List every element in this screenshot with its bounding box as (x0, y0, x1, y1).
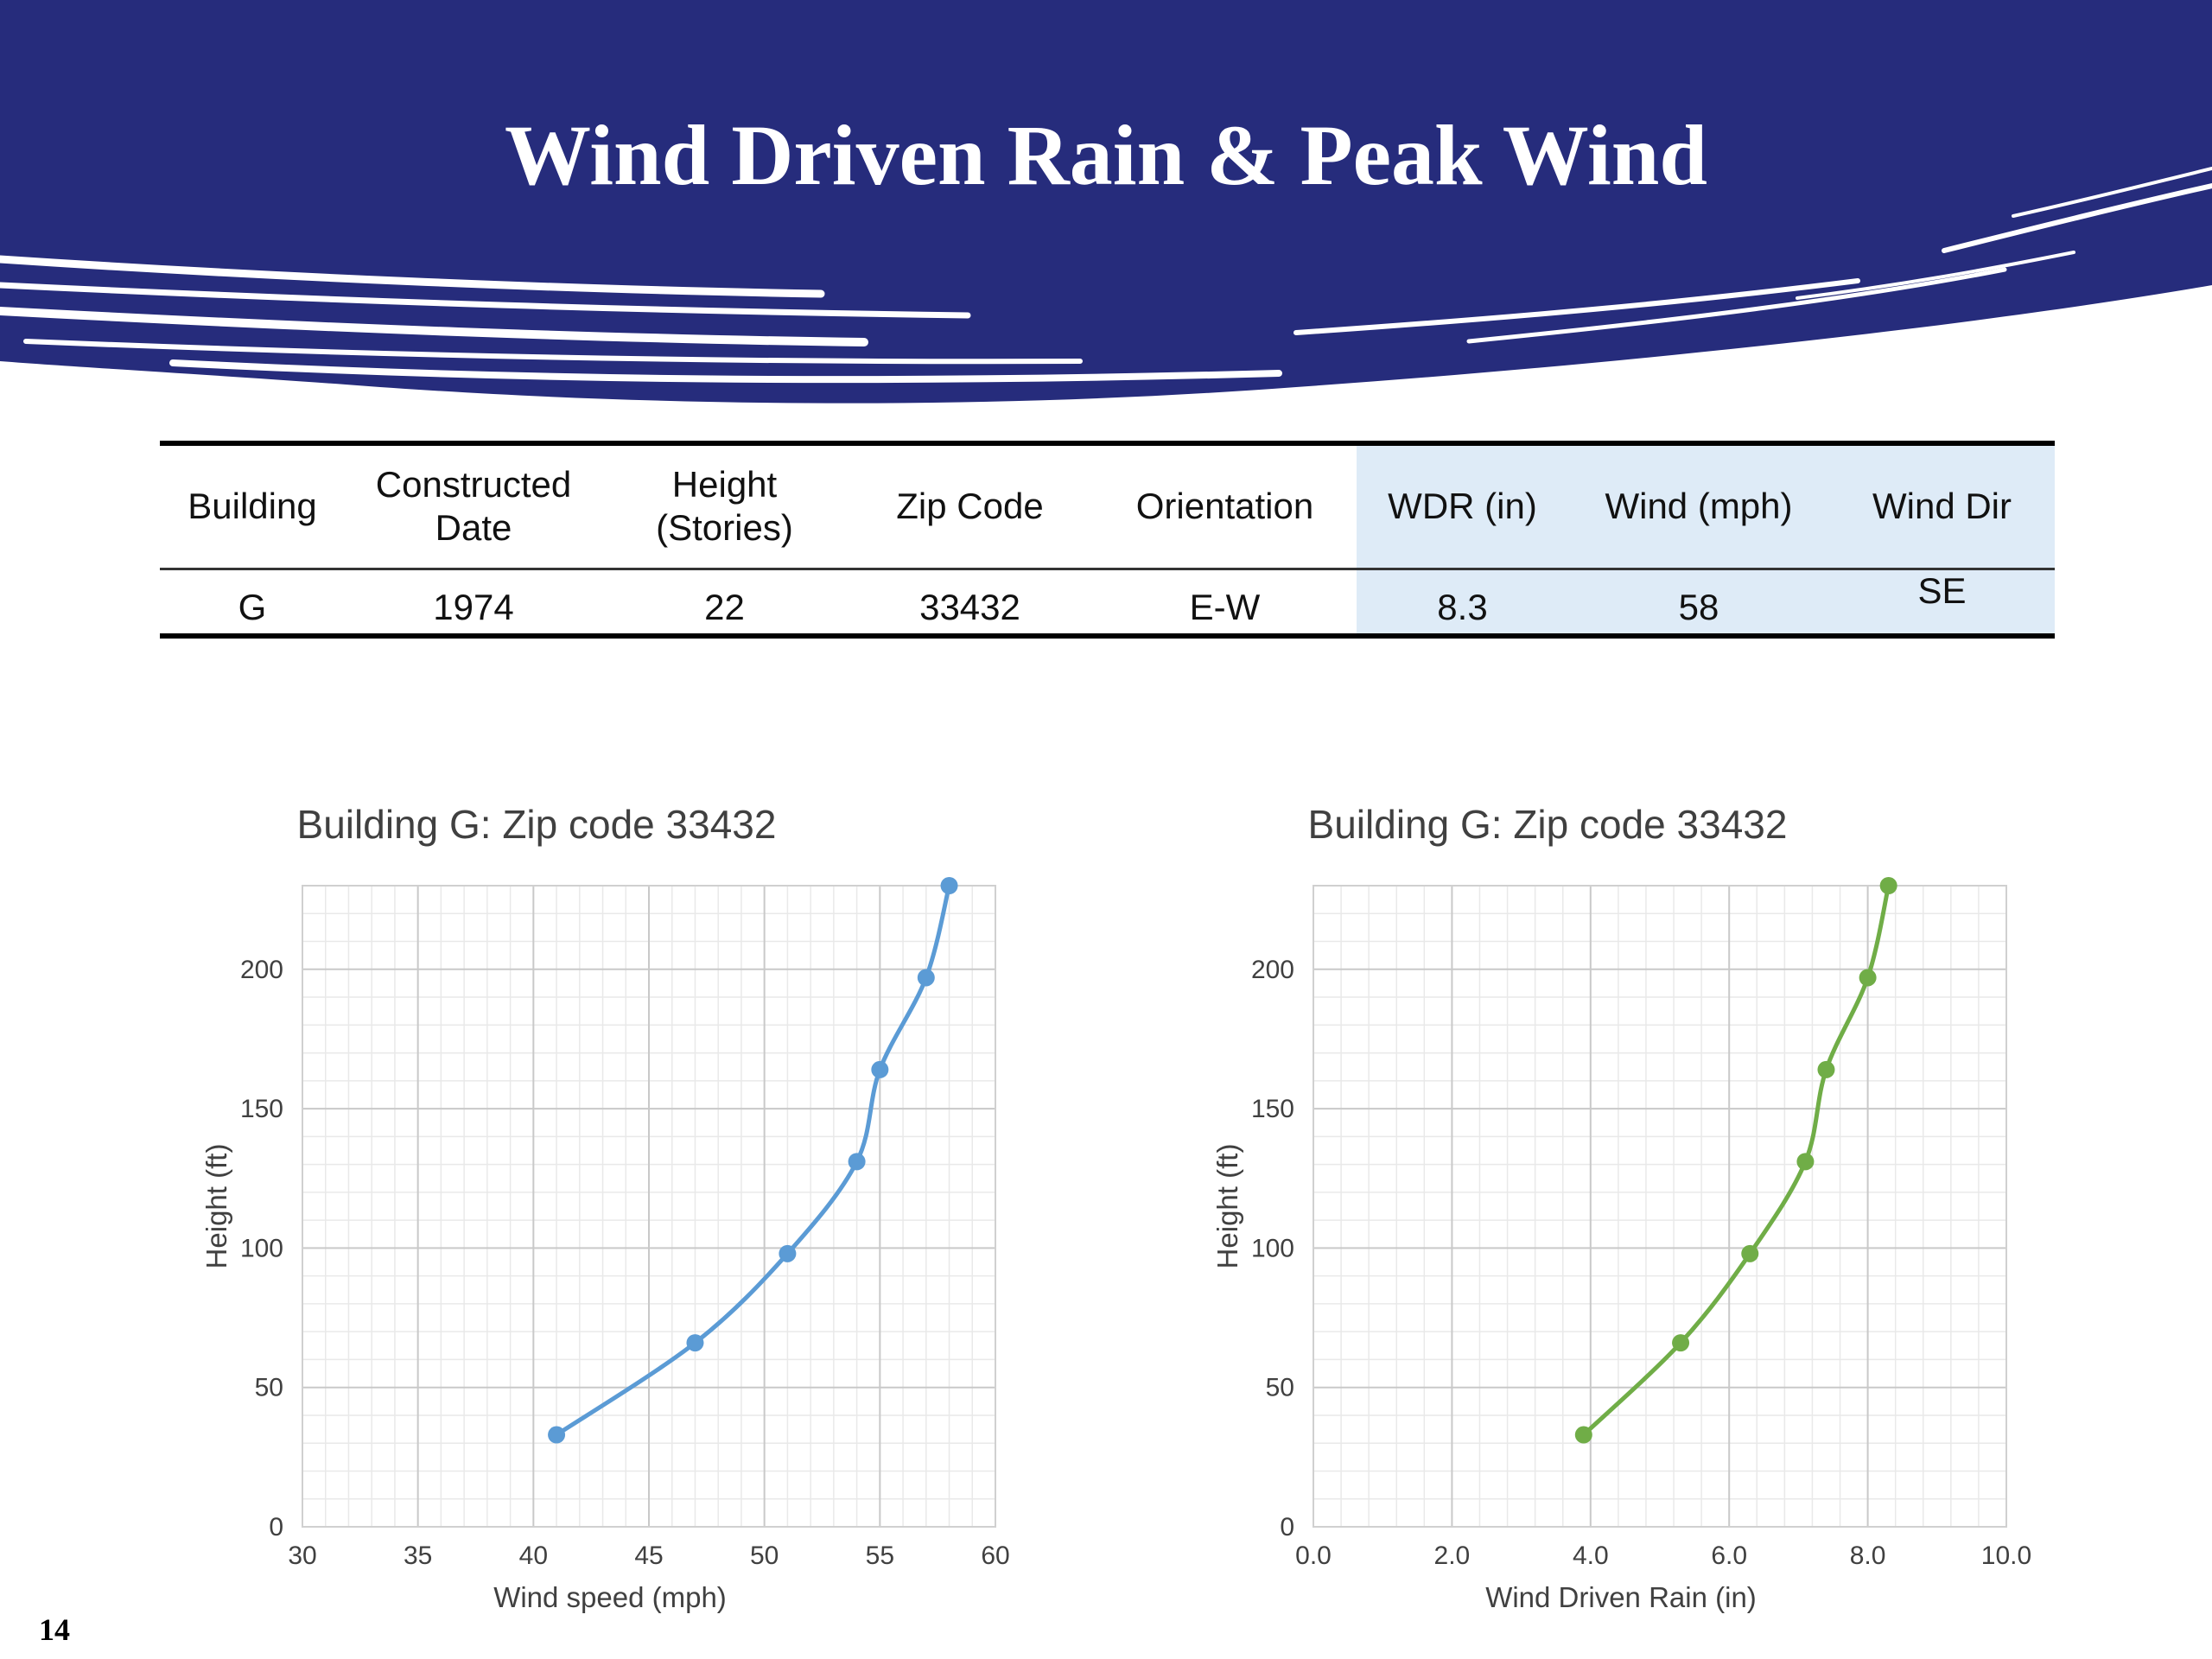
x-axis-label: Wind speed (mph) (493, 1581, 727, 1613)
x-tick-label: 2.0 (1434, 1541, 1471, 1570)
x-tick-label: 8.0 (1850, 1541, 1886, 1570)
x-tick-label: 4.0 (1573, 1541, 1609, 1570)
table-cell: G (160, 569, 345, 639)
table-cell: 33432 (847, 569, 1093, 639)
table-header-row: Building Constructed Date Height (Stories) Zi… (160, 441, 2055, 570)
data-point (917, 969, 935, 987)
y-tick-label: 0 (269, 1513, 283, 1541)
y-axis-label: Height (ft) (1211, 1144, 1243, 1269)
y-tick-label: 200 (1251, 956, 1294, 984)
y-tick-label: 150 (240, 1095, 283, 1123)
x-axis-label: Wind Driven Rain (in) (1485, 1581, 1757, 1613)
table-header-cell: WDR (in) (1357, 441, 1568, 570)
wind-speed-chart: 30 35 40 45 50 55 60 0 50 100 150 200 Building G: Zi… (200, 802, 1010, 1613)
y-tick-label: 0 (1280, 1513, 1294, 1541)
grid (1313, 885, 2007, 1528)
y-tick-label: 150 (1251, 1095, 1294, 1123)
y-tick-label: 100 (1251, 1234, 1294, 1262)
slide-title: Wind Driven Rain & Peak Wind (505, 107, 1707, 203)
y-tick-label: 50 (1266, 1374, 1294, 1402)
x-tick-label: 35 (404, 1541, 432, 1570)
data-point (1796, 1153, 1815, 1171)
y-tick-label: 200 (240, 956, 283, 984)
y-axis-label: Height (ft) (200, 1144, 232, 1269)
chart-title: Building G: Zip code 33432 (1308, 802, 1788, 847)
plot-area-border (302, 885, 996, 1528)
page-number: 14 (39, 1612, 70, 1647)
table-header-cell: Orientation (1093, 441, 1357, 570)
data-point (1859, 969, 1877, 987)
data-point (548, 1426, 566, 1444)
plot-area-border (1313, 885, 2007, 1528)
y-tick-label: 50 (255, 1374, 283, 1402)
table-header-cell: Wind Dir (1829, 441, 2055, 570)
data-point (1879, 877, 1897, 894)
x-tick-label: 6.0 (1711, 1541, 1747, 1570)
x-tick-label: 50 (750, 1541, 779, 1570)
table-header-cell: Constructed Date (345, 441, 602, 570)
table-header-cell: Wind (mph) (1568, 441, 1829, 570)
x-tick-label: 45 (634, 1541, 663, 1570)
table-cell: 58 (1568, 569, 1829, 639)
data-point (848, 1153, 866, 1171)
data-point (1741, 1244, 1759, 1262)
x-tick-label: 30 (288, 1541, 316, 1570)
table-cell: 8.3 (1357, 569, 1568, 639)
data-point (1574, 1426, 1592, 1444)
data-point (779, 1244, 797, 1262)
table-header-cell: Zip Code (847, 441, 1093, 570)
table-header-cell: Building (160, 441, 345, 570)
chart-title: Building G: Zip code 33432 (297, 802, 777, 847)
x-tick-label: 55 (866, 1541, 894, 1570)
series-line (1582, 885, 1891, 1437)
table-header-cell: Height (Stories) (602, 441, 847, 570)
x-tick-label: 10.0 (1981, 1541, 2031, 1570)
building-data-table: Building Constructed Date Height (Stories) Zi… (160, 441, 2055, 639)
brush-stroke-streaks (0, 167, 2212, 384)
header-banner (0, 0, 2212, 404)
x-tick-label: 40 (519, 1541, 548, 1570)
table-cell: SE (1829, 569, 2055, 639)
table-row: G 1974 22 33432 E-W 8.3 58 SE (160, 569, 2055, 639)
y-tick-label: 100 (240, 1234, 283, 1262)
data-point (940, 877, 958, 894)
x-tick-label: 60 (981, 1541, 1009, 1570)
table-cell: E-W (1093, 569, 1357, 639)
wind-driven-rain-chart: 0.0 2.0 4.0 6.0 8.0 10.0 0 50 100 150 200 Building … (1211, 802, 2031, 1613)
series-line (555, 885, 951, 1437)
data-point (1817, 1060, 1835, 1078)
data-point (1672, 1334, 1690, 1352)
data-point (686, 1334, 704, 1352)
grid (302, 885, 996, 1528)
table-cell: 1974 (345, 569, 602, 639)
data-point (871, 1060, 889, 1078)
x-tick-label: 0.0 (1295, 1541, 1332, 1570)
table-cell: 22 (602, 569, 847, 639)
